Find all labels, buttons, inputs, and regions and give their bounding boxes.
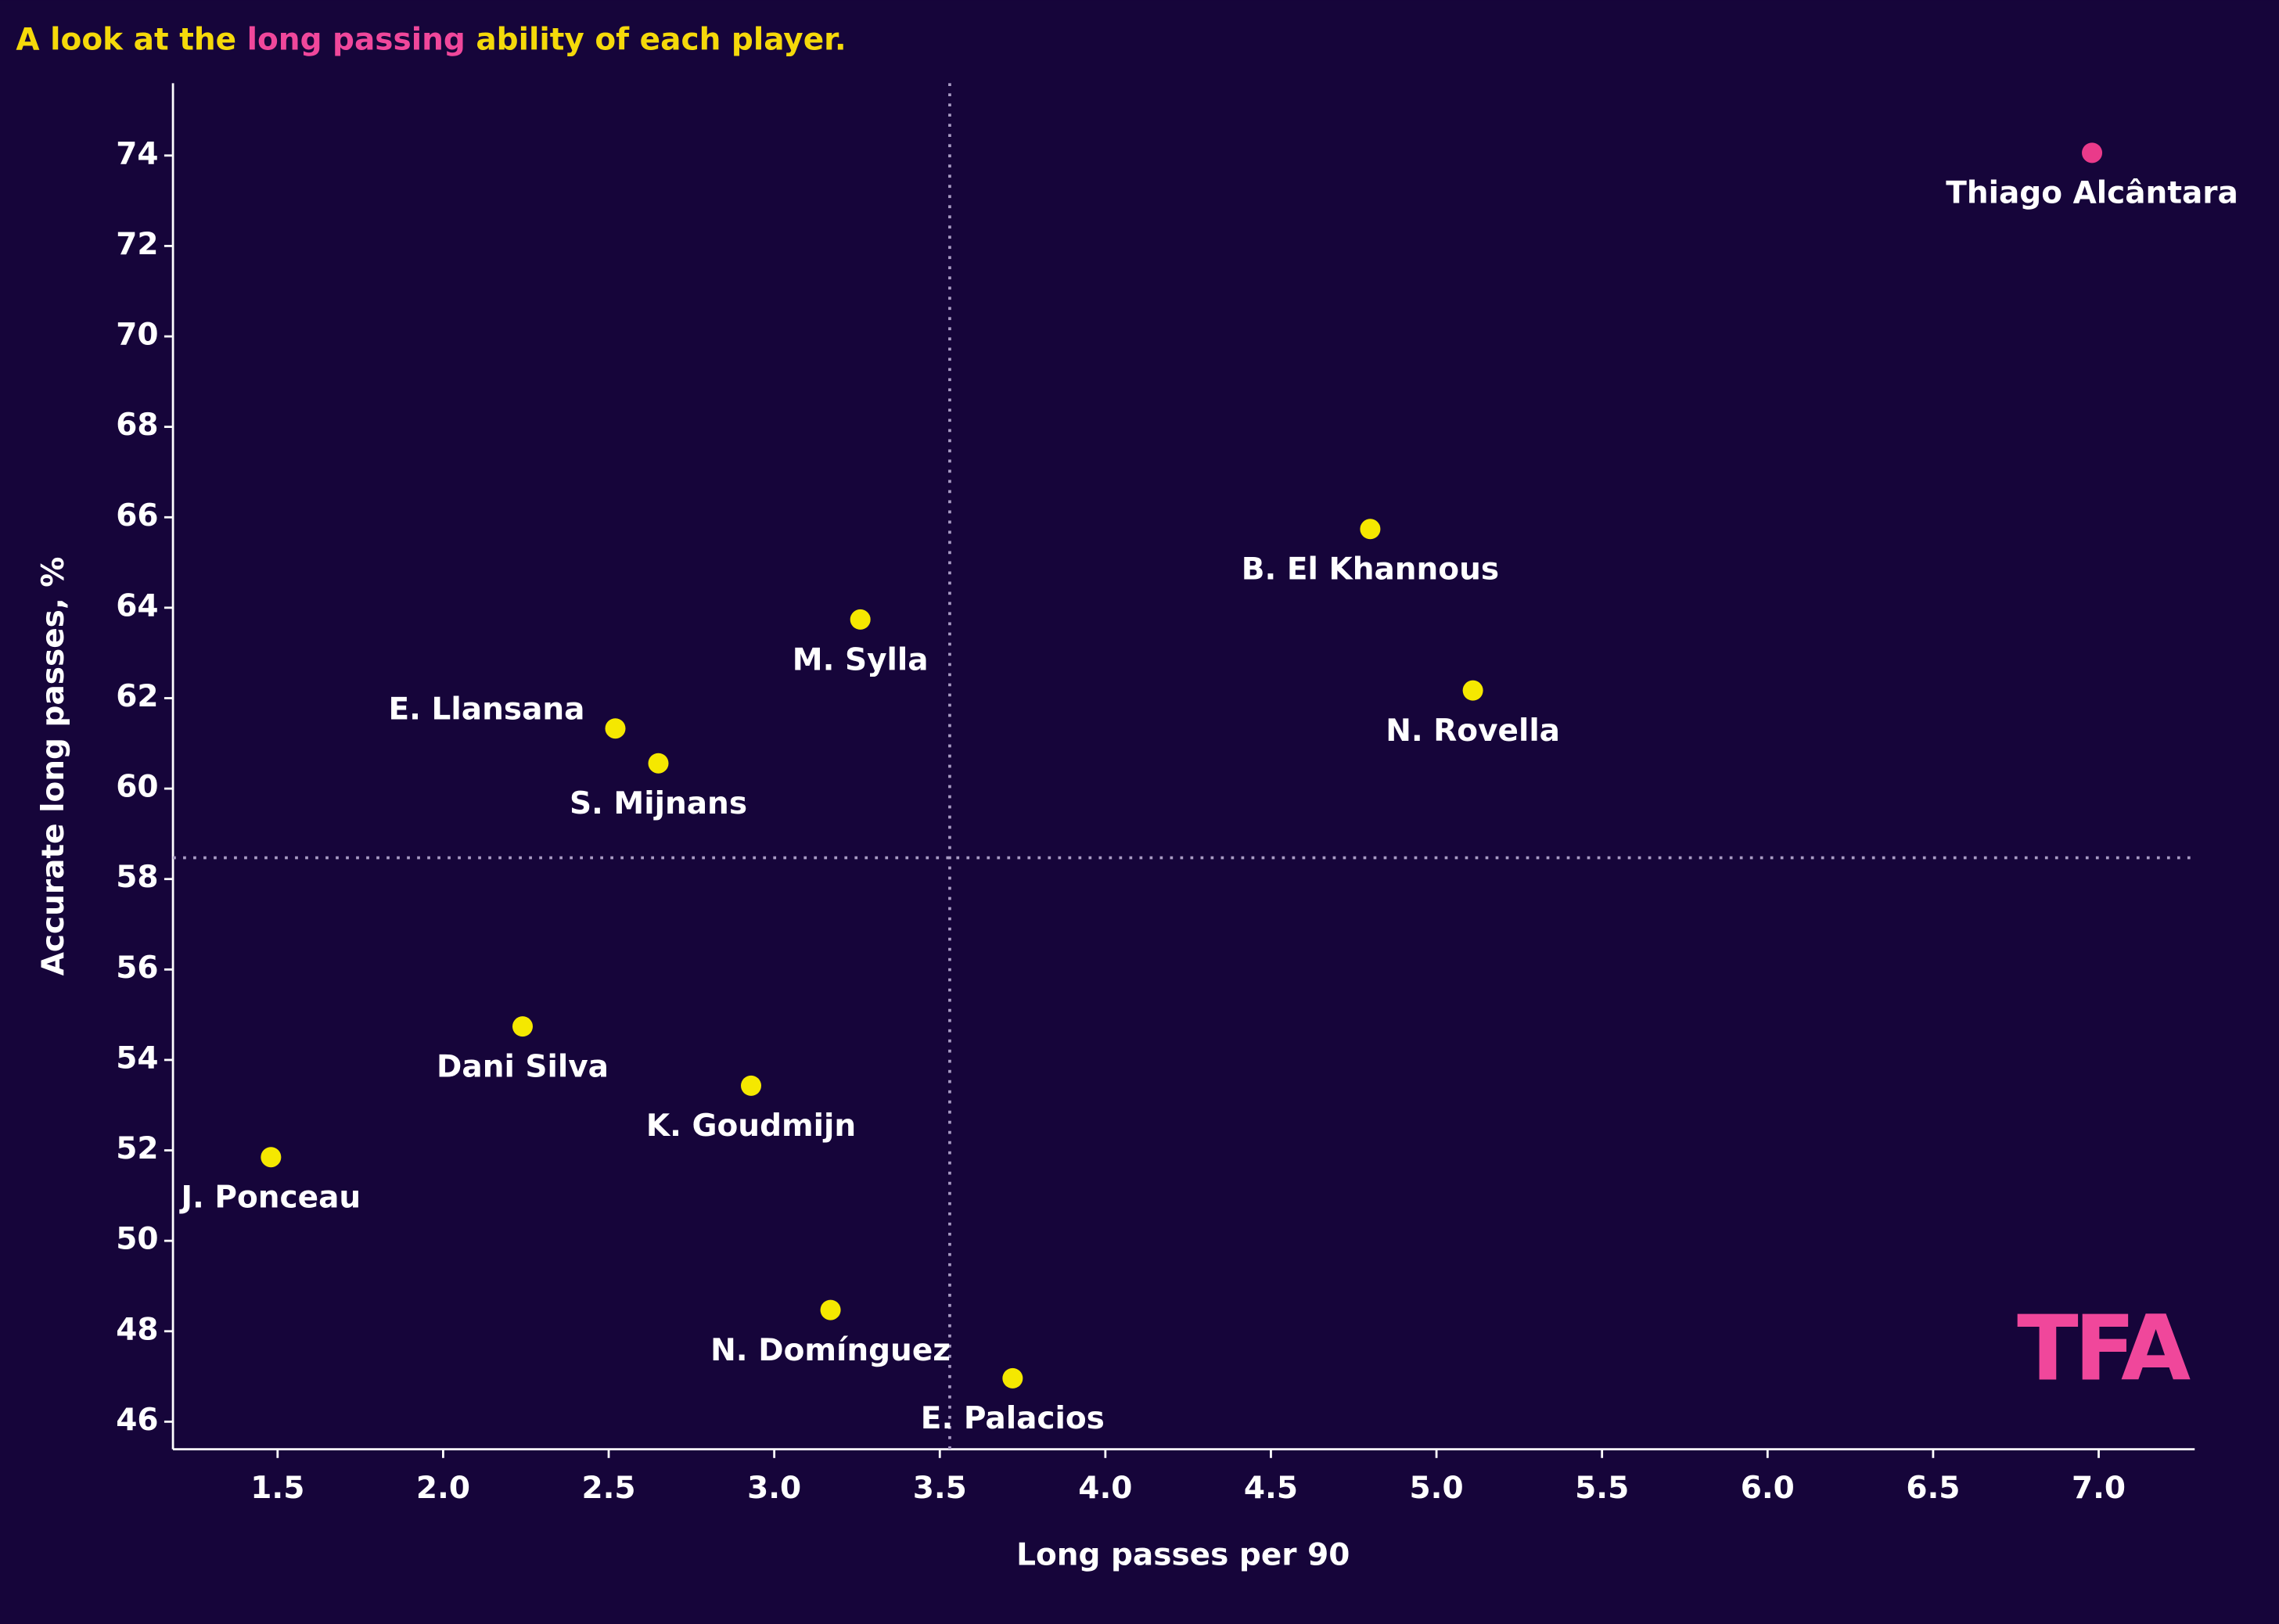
logo: TFA [2017,1297,2191,1402]
x-tick-label: 3.5 [913,1471,967,1506]
point-label: K. Goudmijn [646,1108,856,1144]
x-tick-label: 6.5 [1906,1471,1960,1506]
x-tick-label: 1.5 [250,1471,304,1506]
x-tick-label: 2.5 [581,1471,635,1506]
x-tick-label: 6.0 [1741,1471,1795,1506]
point [512,1016,533,1037]
point-label: Thiago Alcântara [1946,176,2238,211]
point-label: N. Rovella [1386,713,1560,749]
title-part: ability of each player. [466,22,847,57]
point [1360,519,1381,540]
point-label: Dani Silva [437,1050,609,1085]
chart-title: A look at the long passing ability of ea… [16,22,846,57]
y-tick-label: 66 [116,498,158,534]
point-label: J. Ponceau [178,1180,361,1216]
point-label: S. Mijnans [570,786,747,821]
title-highlight: long passing [247,22,466,57]
y-tick-label: 64 [116,588,158,623]
point [741,1075,762,1096]
y-tick-label: 54 [116,1040,158,1076]
y-tick-label: 74 [116,136,158,171]
y-tick-label: 50 [116,1222,158,1257]
point-label: N. Domínguez [710,1333,951,1368]
y-tick-label: 62 [116,679,158,714]
x-tick-label: 7.0 [2072,1471,2126,1506]
y-tick-label: 46 [116,1403,158,1438]
x-tick-label: 2.0 [416,1471,470,1506]
x-tick-label: 4.5 [1244,1471,1298,1506]
y-tick-label: 52 [116,1131,158,1166]
point-label: B. El Khannous [1242,552,1499,587]
point-label: E. Palacios [921,1401,1105,1436]
point [1002,1367,1023,1389]
y-tick-label: 72 [116,227,158,262]
y-axis-label: Accurate long passes, % [36,557,71,976]
y-tick-label: 60 [116,770,158,805]
point [820,1299,841,1320]
point [850,609,871,630]
x-tick-label: 4.0 [1078,1471,1132,1506]
point-label: M. Sylla [793,642,929,677]
y-tick-label: 48 [116,1312,158,1347]
y-tick-label: 70 [116,318,158,353]
point [261,1147,282,1168]
y-tick-label: 68 [116,408,158,443]
title-part: A look at the [16,22,246,57]
x-axis-label: Long passes per 90 [1016,1538,1350,1573]
point [648,753,669,774]
point [605,718,626,739]
point [2082,142,2103,163]
point [1462,680,1483,701]
y-tick-label: 58 [116,860,158,895]
y-tick-label: 56 [116,950,158,986]
x-tick-label: 5.5 [1575,1471,1629,1506]
x-tick-label: 3.0 [747,1471,801,1506]
point-label: E. Llansana [389,692,585,727]
x-tick-label: 5.0 [1410,1471,1464,1506]
